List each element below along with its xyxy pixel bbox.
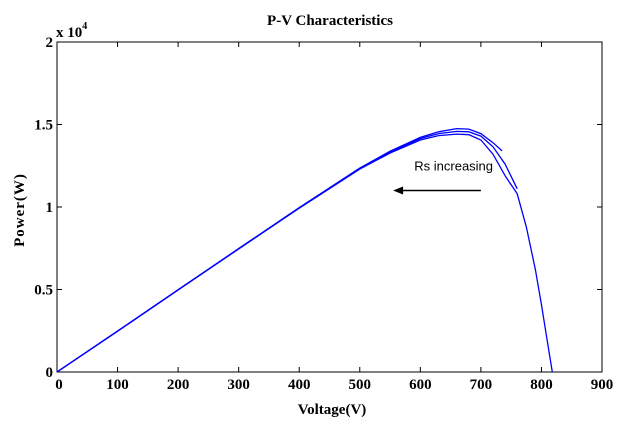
rs-annotation: Rs increasing xyxy=(393,159,493,195)
x-tick-label: 400 xyxy=(288,377,311,393)
x-tick-label: 900 xyxy=(591,377,614,393)
y-tick-label: 1 xyxy=(46,200,54,216)
y-tick-label: 2 xyxy=(46,35,54,51)
y-axis-ticks: 0 0.5 1 1.5 2 xyxy=(34,35,602,381)
chart-title: P-V Characteristics xyxy=(267,13,393,29)
y-multiplier: x 104 xyxy=(56,21,87,41)
x-tick-label: 100 xyxy=(106,377,129,393)
y-tick-label: 0 xyxy=(46,365,54,381)
y-tick-label: 0.5 xyxy=(34,283,53,299)
series-line-3 xyxy=(56,133,553,373)
x-axis-label: Voltage(V) xyxy=(298,402,367,418)
x-tick-label: 200 xyxy=(167,377,190,393)
series-lines xyxy=(56,127,553,373)
annotation-text: Rs increasing xyxy=(414,159,493,174)
x-tick-label: 600 xyxy=(409,377,432,393)
x-tick-label: 0 xyxy=(55,377,63,393)
x-tick-label: 300 xyxy=(227,377,250,393)
x-axis-ticks: 0 100 200 300 400 500 600 700 800 900 xyxy=(55,42,613,393)
x-tick-label: 800 xyxy=(530,377,553,393)
annotation-arrow-head xyxy=(393,186,404,195)
x-tick-label: 500 xyxy=(349,377,372,393)
x-tick-label: 700 xyxy=(470,377,493,393)
y-tick-label: 1.5 xyxy=(34,118,53,134)
y-axis-label: Power(W) xyxy=(12,173,28,247)
